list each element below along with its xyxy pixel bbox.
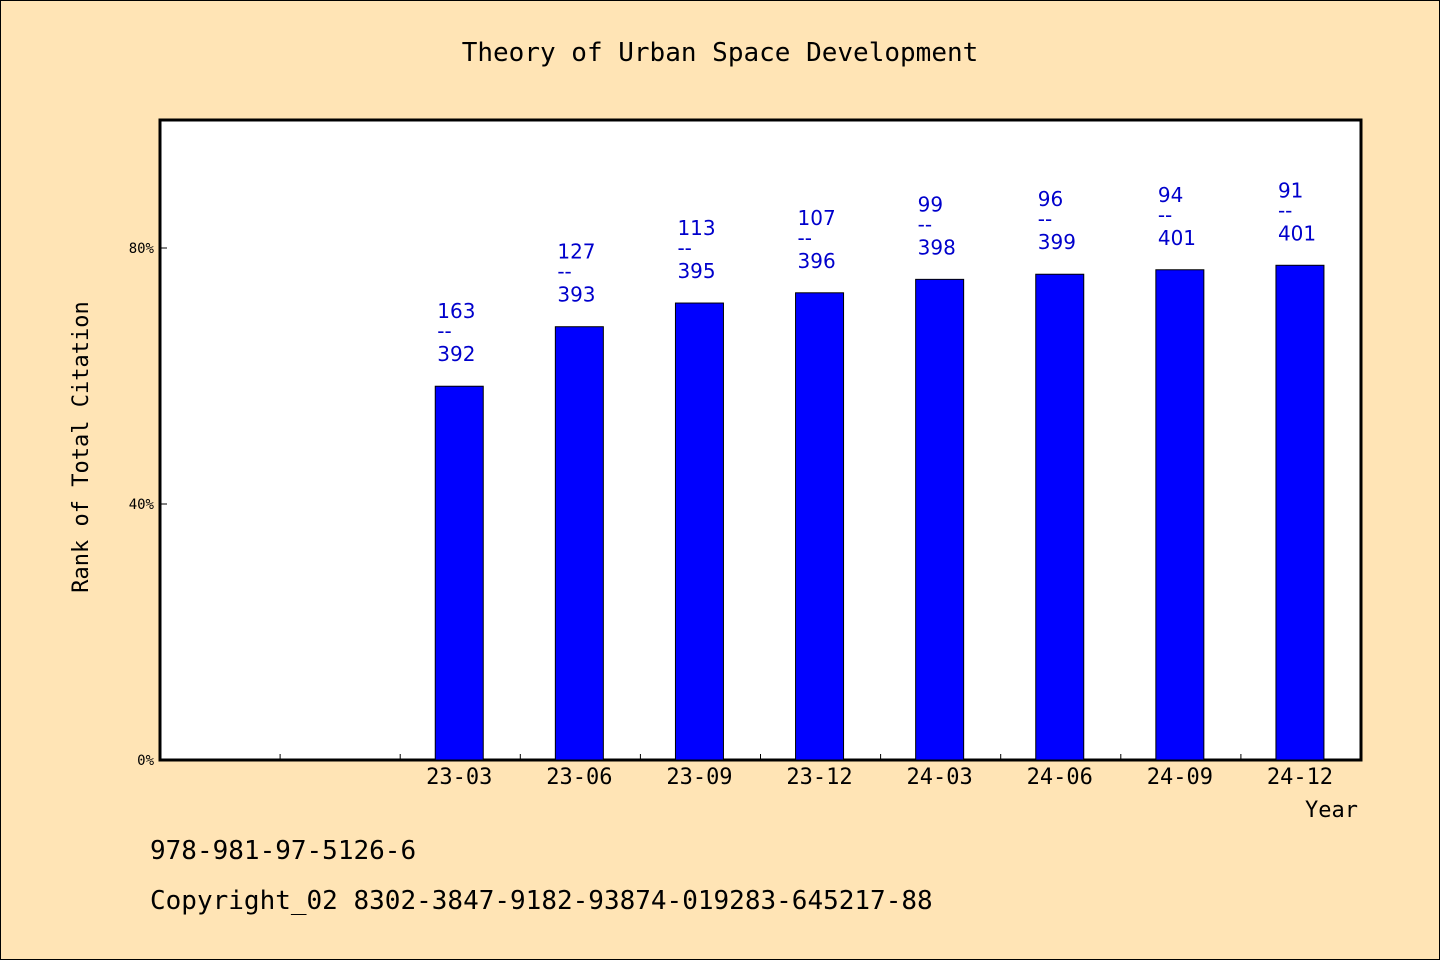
data-label-rank: 163 (437, 299, 475, 323)
data-label-separator: -- (557, 260, 571, 284)
data-label-total: 392 (437, 342, 475, 366)
isbn-text: 978-981-97-5126-6 (150, 836, 417, 866)
data-labels: 163--392127--393113--395107--39699--3989… (437, 178, 1316, 366)
data-label-total: 401 (1278, 221, 1316, 245)
x-tick-label: 23-06 (546, 765, 612, 790)
x-axis-ticks: 23-03 23-06 23-09 23-12 24-03 24-06 24-09 24-12 (279, 754, 1333, 790)
data-label-total: 393 (557, 283, 595, 307)
x-tick-label: 24-03 (907, 765, 973, 790)
data-label-rank: 91 (1278, 178, 1303, 202)
bar-24-03 (915, 278, 965, 761)
data-label-separator: -- (798, 226, 812, 250)
copyright-text: Copyright_02 8302-3847-9182-93874-019283… (150, 886, 933, 916)
data-label-separator: -- (1038, 207, 1052, 231)
data-label-separator: -- (677, 236, 691, 260)
chart-title: Theory of Urban Space Development (462, 38, 979, 68)
bars (434, 264, 1325, 761)
data-label-rank: 96 (1038, 187, 1063, 211)
y-axis-label: Rank of Total Citation (69, 301, 94, 592)
bar-24-09 (1155, 269, 1205, 761)
x-axis-label: Year (1305, 798, 1358, 823)
data-label-rank: 94 (1158, 183, 1183, 207)
bar-23-03 (434, 385, 484, 761)
y-tick-label: 0% (137, 753, 154, 769)
data-label-rank: 127 (557, 240, 595, 264)
data-label-separator: -- (918, 212, 932, 236)
bar-23-12 (795, 292, 845, 761)
x-tick-label: 24-06 (1027, 765, 1093, 790)
y-tick-label: 80% (129, 241, 155, 257)
x-tick-label: 23-09 (666, 765, 732, 790)
data-label-total: 395 (677, 259, 715, 283)
data-label-rank: 107 (798, 206, 836, 230)
x-tick-label: 24-09 (1147, 765, 1213, 790)
bar-24-12 (1275, 264, 1325, 761)
x-tick-label: 23-03 (426, 765, 492, 790)
bar-23-06 (554, 326, 604, 761)
bar-24-06 (1035, 273, 1085, 761)
data-label-separator: -- (437, 319, 451, 343)
y-axis-ticks: 0% 40% 80% (129, 241, 167, 769)
y-tick-label: 40% (129, 497, 155, 513)
data-label-total: 401 (1158, 226, 1196, 250)
x-tick-label: 24-12 (1267, 765, 1333, 790)
x-tick-label: 23-12 (786, 765, 852, 790)
data-label-rank: 99 (918, 192, 943, 216)
data-label-total: 398 (918, 235, 956, 259)
data-label-separator: -- (1278, 198, 1292, 222)
bar-23-09 (674, 302, 724, 761)
data-label-separator: -- (1158, 203, 1172, 227)
data-label-total: 399 (1038, 230, 1076, 254)
data-label-total: 396 (798, 249, 836, 273)
data-label-rank: 113 (677, 216, 715, 240)
